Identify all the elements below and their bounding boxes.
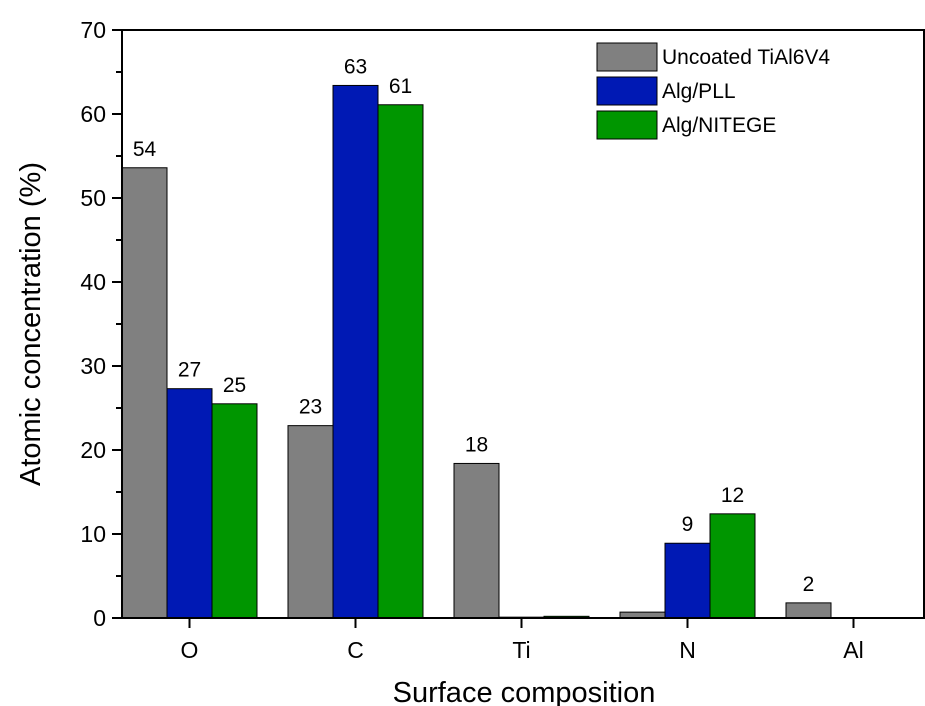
legend-label-series-2: Alg/PLL bbox=[662, 80, 736, 103]
x-tick-label: Ti bbox=[512, 637, 530, 663]
data-labels-group: 54 27 25 23 63 61 18 9 12 2 bbox=[133, 55, 815, 595]
x-tick-label: O bbox=[181, 637, 199, 663]
bar-c-series-3 bbox=[377, 104, 424, 619]
x-tick-label: N bbox=[679, 637, 696, 663]
y-tick-label: 20 bbox=[80, 437, 106, 463]
data-label-ti-series-1: 18 bbox=[465, 433, 488, 456]
y-tick-label: 50 bbox=[80, 185, 106, 211]
y-tick-label: 30 bbox=[80, 353, 106, 379]
y-tick-label: 0 bbox=[93, 605, 106, 631]
data-label-c-series-3: 61 bbox=[389, 75, 412, 98]
bar-ti-series-1 bbox=[453, 462, 500, 619]
legend-swatch-series-3 bbox=[596, 110, 658, 140]
data-label-al-series-1: 2 bbox=[803, 573, 815, 596]
data-label-n-series-2: 9 bbox=[682, 513, 694, 536]
bar-n-series-2 bbox=[664, 542, 711, 619]
y-axis-title: Atomic concentration (%) bbox=[15, 162, 47, 486]
x-axis-title: Surface composition bbox=[393, 677, 656, 706]
y-tick-label: 60 bbox=[80, 101, 106, 127]
data-label-n-series-3: 12 bbox=[721, 484, 744, 507]
bar-al-series-1 bbox=[785, 602, 832, 619]
bar-o-series-3 bbox=[211, 403, 258, 619]
y-axis: 0 10 20 30 40 50 60 70 bbox=[80, 17, 122, 631]
data-label-o-series-1: 54 bbox=[133, 138, 157, 161]
bar-n-series-3 bbox=[709, 513, 756, 619]
legend-swatch-series-2 bbox=[596, 76, 658, 106]
data-label-o-series-2: 27 bbox=[178, 359, 201, 382]
bar-o-series-2 bbox=[166, 388, 213, 619]
legend-label-series-3: Alg/NITEGE bbox=[662, 114, 776, 137]
x-tick-label: Al bbox=[843, 637, 863, 663]
x-tick-label: C bbox=[347, 637, 364, 663]
y-tick-label: 40 bbox=[80, 269, 106, 295]
bar-c-series-2 bbox=[332, 84, 379, 619]
legend-label-series-1: Uncoated TiAl6V4 bbox=[662, 46, 830, 69]
y-tick-label: 70 bbox=[80, 17, 106, 43]
bar-c-series-1 bbox=[287, 425, 334, 619]
data-label-c-series-1: 23 bbox=[299, 396, 322, 419]
data-label-c-series-2: 63 bbox=[344, 55, 367, 78]
legend-swatch-series-1 bbox=[596, 42, 658, 72]
bars-group bbox=[121, 84, 832, 619]
y-tick-label: 10 bbox=[80, 521, 106, 547]
bar-o-series-1 bbox=[121, 167, 168, 619]
data-label-o-series-3: 25 bbox=[223, 374, 246, 397]
x-axis: O C Ti N Al bbox=[181, 618, 864, 663]
legend: Uncoated TiAl6V4 Alg/PLL Alg/NITEGE bbox=[596, 42, 830, 140]
